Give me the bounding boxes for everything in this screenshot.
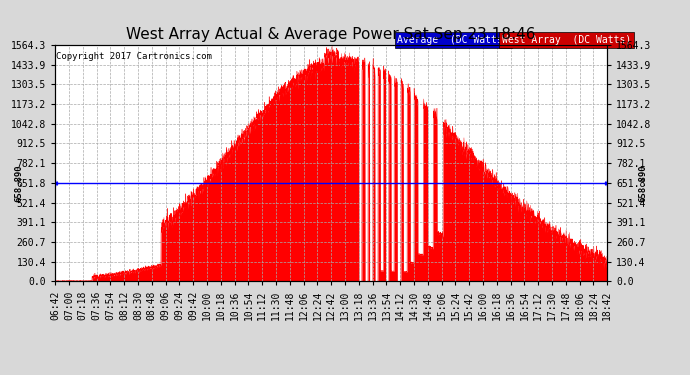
Title: West Array Actual & Average Power Sat Sep 23 18:46: West Array Actual & Average Power Sat Se… (126, 27, 536, 42)
Text: Copyright 2017 Cartronics.com: Copyright 2017 Cartronics.com (57, 52, 213, 61)
Text: 658.890: 658.890 (14, 164, 24, 202)
Text: West Array  (DC Watts): West Array (DC Watts) (502, 34, 631, 45)
Text: Average  (DC Watts): Average (DC Watts) (397, 34, 509, 45)
Text: 658.890: 658.890 (638, 164, 648, 202)
